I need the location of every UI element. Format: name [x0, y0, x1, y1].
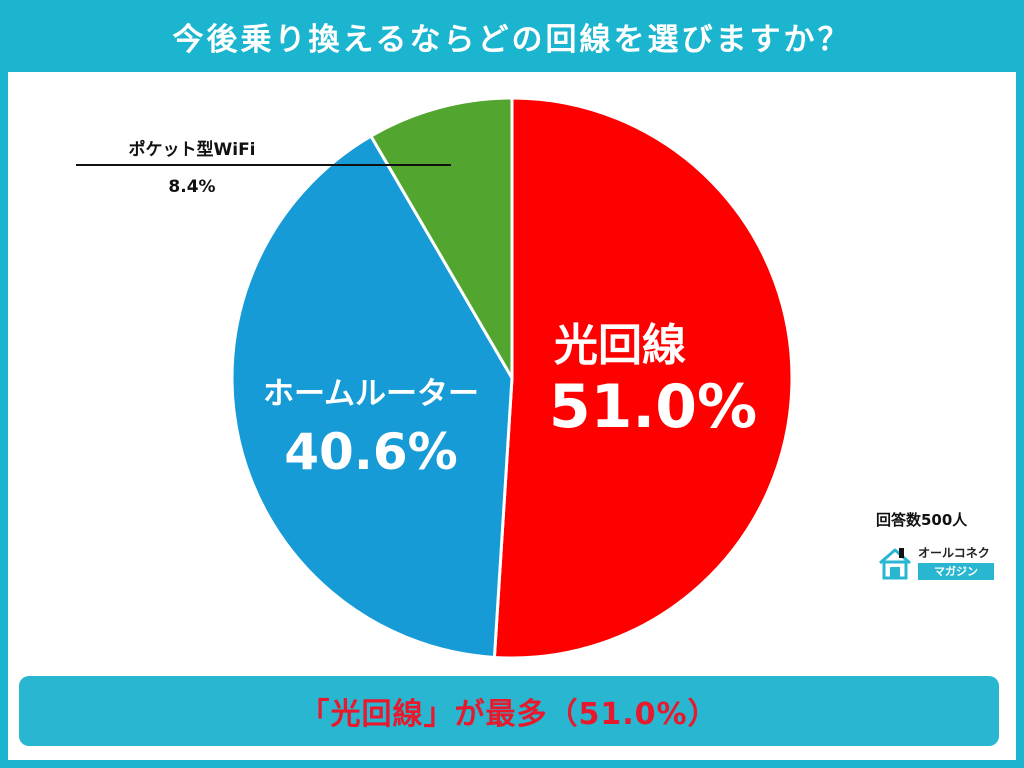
slice-label-光回線: 光回線 [554, 320, 686, 371]
slice-value-光回線: 51.0% [549, 372, 757, 442]
pie-chart: 光回線 51.0% ホームルーター 40.6% ポケット型WiFi 8.4% [76, 96, 794, 660]
chart-title: 今後乗り換えるならどの回線を選びますか？ [172, 21, 852, 58]
brand-logo: オールコネクト マガジン [876, 543, 1000, 583]
pie-slice-ホームルーター [230, 134, 514, 659]
house-icon [879, 548, 911, 580]
respondent-count: 回答数500人 [876, 511, 968, 529]
slice-value-ホームルーター: 40.6% [284, 423, 457, 481]
pie-slice-光回線 [492, 96, 794, 660]
conclusion-banner: 「光回線」が最多（51.0%） [19, 676, 999, 746]
slice-label-ポケット型WiFi: ポケット型WiFi [128, 139, 255, 160]
slice-label-ホームルーター: ホームルーター [263, 376, 479, 412]
slice-value-ポケット型WiFi: 8.4% [168, 177, 215, 197]
chart-panel: 光回線 51.0% ホームルーター 40.6% ポケット型WiFi 8.4% 回… [8, 72, 1016, 760]
logo-bottom-text: マガジン [918, 563, 994, 580]
pie-slices [230, 96, 794, 660]
pie-slice-ポケット型WiFi [369, 96, 514, 380]
